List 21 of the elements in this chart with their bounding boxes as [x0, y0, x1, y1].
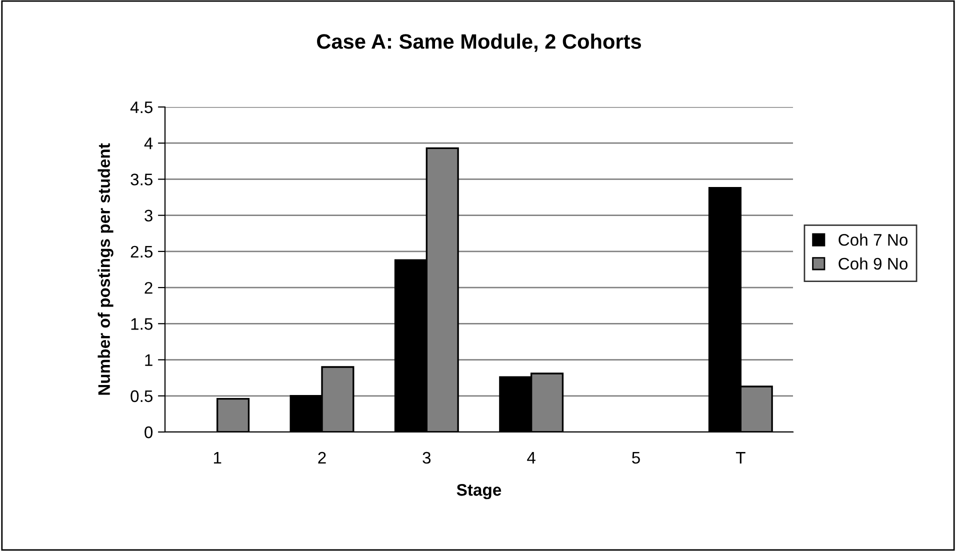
- y-axis-title: Number of postings per student: [98, 143, 114, 395]
- chart-title: Case A: Same Module, 2 Cohorts: [317, 34, 641, 52]
- x-tick-label: 2: [318, 452, 326, 464]
- legend-label: Coh 7 No: [838, 234, 908, 246]
- x-tick-label: 4: [527, 452, 536, 464]
- legend-label: Coh 9 No: [838, 257, 908, 270]
- y-tick-label: 1: [145, 354, 152, 366]
- y-tick-label: 1.5: [131, 318, 152, 330]
- x-tick-label: 3: [422, 452, 431, 464]
- x-tick-label: 5: [632, 452, 640, 464]
- y-tick-label: 4: [144, 138, 153, 150]
- x-tick-label: T: [736, 452, 746, 464]
- y-tick-label: 3: [144, 210, 152, 222]
- y-tick-label: 3.5: [130, 174, 152, 186]
- x-tick-label: 1: [214, 452, 222, 464]
- y-tick-label: 2.5: [130, 246, 152, 258]
- y-tick-label: 0.5: [130, 390, 152, 402]
- y-tick-label: 0: [144, 426, 153, 438]
- y-tick-label: 4.5: [130, 102, 152, 114]
- x-axis-title: Stage: [456, 484, 502, 500]
- y-tick-label: 2: [144, 282, 152, 294]
